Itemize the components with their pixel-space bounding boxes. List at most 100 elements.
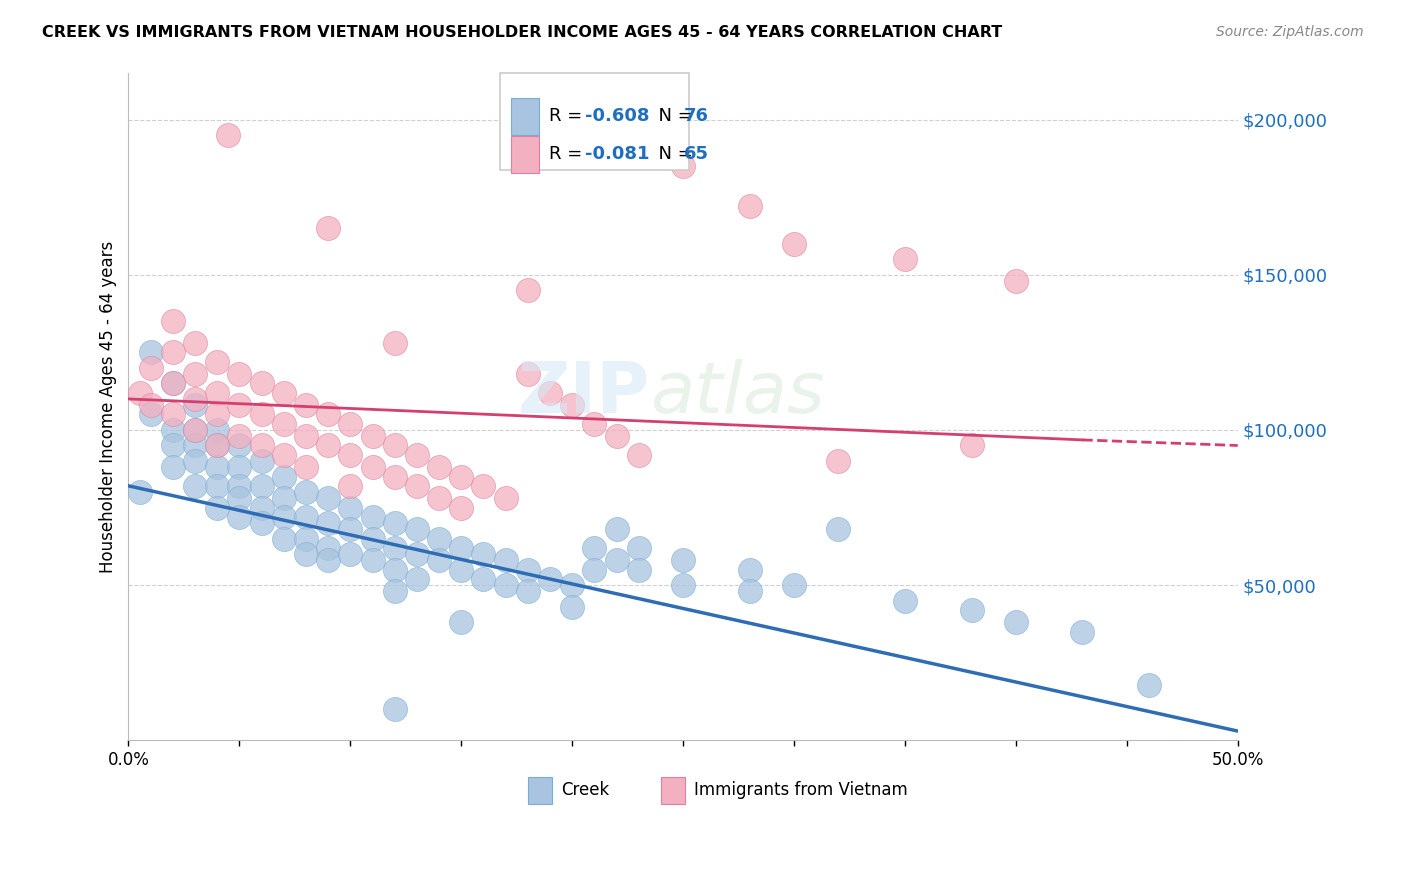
Text: Creek: Creek (561, 781, 609, 799)
Text: -0.608: -0.608 (585, 107, 650, 126)
Point (339, 448, 361, 462)
Point (339, 479, 361, 493)
Point (450, 563, 472, 577)
Point (139, 408, 162, 422)
Point (384, 563, 406, 577)
Point (273, 448, 295, 462)
Point (273, 385, 295, 400)
Point (316, 541, 339, 555)
Text: Immigrants from Vietnam: Immigrants from Vietnam (695, 781, 908, 799)
Point (184, 392, 207, 406)
Point (361, 553, 384, 567)
Point (295, 485, 318, 500)
Point (273, 491, 295, 506)
Point (384, 469, 406, 483)
Text: 76: 76 (685, 107, 709, 126)
Point (316, 438, 339, 452)
Point (561, 398, 583, 412)
Point (228, 491, 250, 506)
Point (128, 385, 150, 400)
Point (273, 532, 295, 546)
Point (273, 509, 295, 524)
Point (472, 547, 495, 561)
Point (384, 541, 406, 555)
Point (295, 460, 318, 475)
Point (606, 522, 628, 536)
Point (516, 367, 538, 381)
Point (495, 578, 517, 592)
Point (361, 532, 384, 546)
Point (184, 423, 207, 437)
Point (273, 469, 295, 483)
Point (295, 429, 318, 443)
Point (316, 516, 339, 530)
Point (162, 314, 184, 328)
Text: CREEK VS IMMIGRANTS FROM VIETNAM HOUSEHOLDER INCOME AGES 45 - 64 YEARS CORRELATI: CREEK VS IMMIGRANTS FROM VIETNAM HOUSEHO… (42, 25, 1002, 40)
Bar (512, 136, 538, 173)
Point (427, 532, 450, 546)
Point (538, 572, 561, 586)
Point (184, 479, 207, 493)
Point (561, 578, 583, 592)
Point (361, 429, 384, 443)
Point (250, 500, 273, 515)
Point (427, 460, 450, 475)
Point (250, 479, 273, 493)
Point (228, 398, 250, 412)
Point (228, 438, 250, 452)
Point (339, 522, 361, 536)
Point (250, 516, 273, 530)
Point (205, 438, 228, 452)
Point (450, 500, 472, 515)
Point (738, 563, 761, 577)
Point (472, 479, 495, 493)
Point (583, 541, 606, 555)
Point (184, 367, 207, 381)
Point (205, 438, 228, 452)
Point (627, 563, 650, 577)
Point (228, 509, 250, 524)
Point (450, 615, 472, 630)
Text: 65: 65 (685, 145, 709, 163)
Point (162, 423, 184, 437)
Point (960, 603, 983, 617)
Point (205, 423, 228, 437)
Point (139, 360, 162, 375)
Point (162, 438, 184, 452)
Point (450, 541, 472, 555)
Point (205, 479, 228, 493)
Point (406, 479, 429, 493)
Point (384, 438, 406, 452)
Point (295, 509, 318, 524)
Point (516, 584, 538, 599)
Point (406, 522, 429, 536)
Point (361, 460, 384, 475)
Point (472, 572, 495, 586)
Point (339, 547, 361, 561)
Point (627, 448, 650, 462)
Point (583, 563, 606, 577)
Point (427, 553, 450, 567)
Point (339, 500, 361, 515)
Point (184, 398, 207, 412)
Point (406, 572, 429, 586)
Point (516, 283, 538, 297)
Point (128, 485, 150, 500)
Point (384, 336, 406, 351)
Point (960, 438, 983, 452)
Point (184, 336, 207, 351)
Point (228, 367, 250, 381)
Point (205, 385, 228, 400)
Bar (512, 98, 538, 135)
Point (516, 563, 538, 577)
Point (217, 128, 239, 142)
Point (139, 345, 162, 359)
Point (427, 491, 450, 506)
Text: Source: ZipAtlas.com: Source: ZipAtlas.com (1216, 25, 1364, 39)
Point (406, 547, 429, 561)
Point (894, 252, 917, 267)
Point (738, 199, 761, 213)
Bar (501, 73, 689, 169)
Point (184, 438, 207, 452)
Text: ZIP: ZIP (517, 359, 650, 428)
